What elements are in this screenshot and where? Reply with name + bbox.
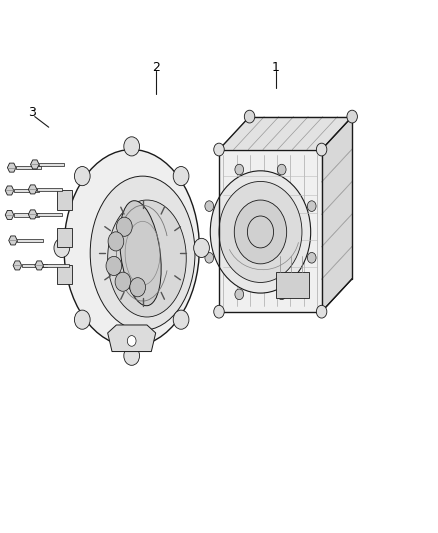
Circle shape — [307, 253, 316, 263]
Circle shape — [115, 272, 131, 292]
Circle shape — [130, 278, 145, 297]
Circle shape — [277, 289, 286, 300]
Circle shape — [173, 166, 189, 185]
Bar — [39, 163, 64, 166]
Bar — [43, 264, 69, 267]
Bar — [57, 228, 72, 247]
Circle shape — [124, 137, 140, 156]
Bar — [57, 265, 72, 284]
Circle shape — [307, 201, 316, 212]
Ellipse shape — [64, 150, 199, 346]
Polygon shape — [108, 325, 155, 352]
Circle shape — [54, 238, 70, 257]
Circle shape — [214, 305, 224, 318]
Bar — [17, 239, 42, 243]
Polygon shape — [28, 210, 37, 219]
Circle shape — [316, 143, 327, 156]
Polygon shape — [7, 163, 16, 172]
Circle shape — [219, 181, 302, 282]
Circle shape — [117, 217, 132, 236]
Circle shape — [205, 201, 214, 212]
Bar — [14, 213, 39, 217]
Polygon shape — [35, 261, 43, 270]
Ellipse shape — [108, 200, 186, 317]
Circle shape — [235, 289, 244, 300]
Polygon shape — [13, 261, 21, 270]
Bar — [16, 166, 41, 169]
Circle shape — [173, 310, 189, 329]
Text: 3: 3 — [28, 106, 36, 119]
Polygon shape — [5, 211, 14, 220]
Polygon shape — [31, 160, 39, 169]
Circle shape — [108, 232, 124, 251]
Bar — [57, 190, 72, 209]
Circle shape — [316, 305, 327, 318]
Polygon shape — [28, 185, 37, 194]
Circle shape — [235, 164, 244, 175]
Circle shape — [347, 110, 357, 123]
Bar — [37, 188, 62, 191]
Circle shape — [124, 346, 140, 365]
Bar — [21, 264, 47, 267]
Bar — [14, 189, 39, 192]
Circle shape — [214, 143, 224, 156]
Circle shape — [205, 253, 214, 263]
Text: 1: 1 — [272, 61, 280, 74]
Ellipse shape — [120, 201, 161, 306]
Ellipse shape — [90, 176, 195, 330]
Circle shape — [210, 171, 311, 293]
Text: 2: 2 — [152, 61, 159, 74]
Polygon shape — [5, 186, 14, 195]
Circle shape — [277, 164, 286, 175]
Circle shape — [194, 238, 209, 257]
Circle shape — [106, 256, 122, 276]
Circle shape — [74, 166, 90, 185]
Circle shape — [74, 310, 90, 329]
Bar — [276, 272, 308, 298]
Polygon shape — [219, 117, 352, 150]
Bar — [37, 213, 62, 216]
Polygon shape — [9, 236, 17, 245]
Circle shape — [244, 110, 255, 123]
Polygon shape — [321, 117, 352, 312]
Polygon shape — [219, 150, 321, 312]
Circle shape — [127, 336, 136, 346]
Circle shape — [234, 200, 287, 264]
